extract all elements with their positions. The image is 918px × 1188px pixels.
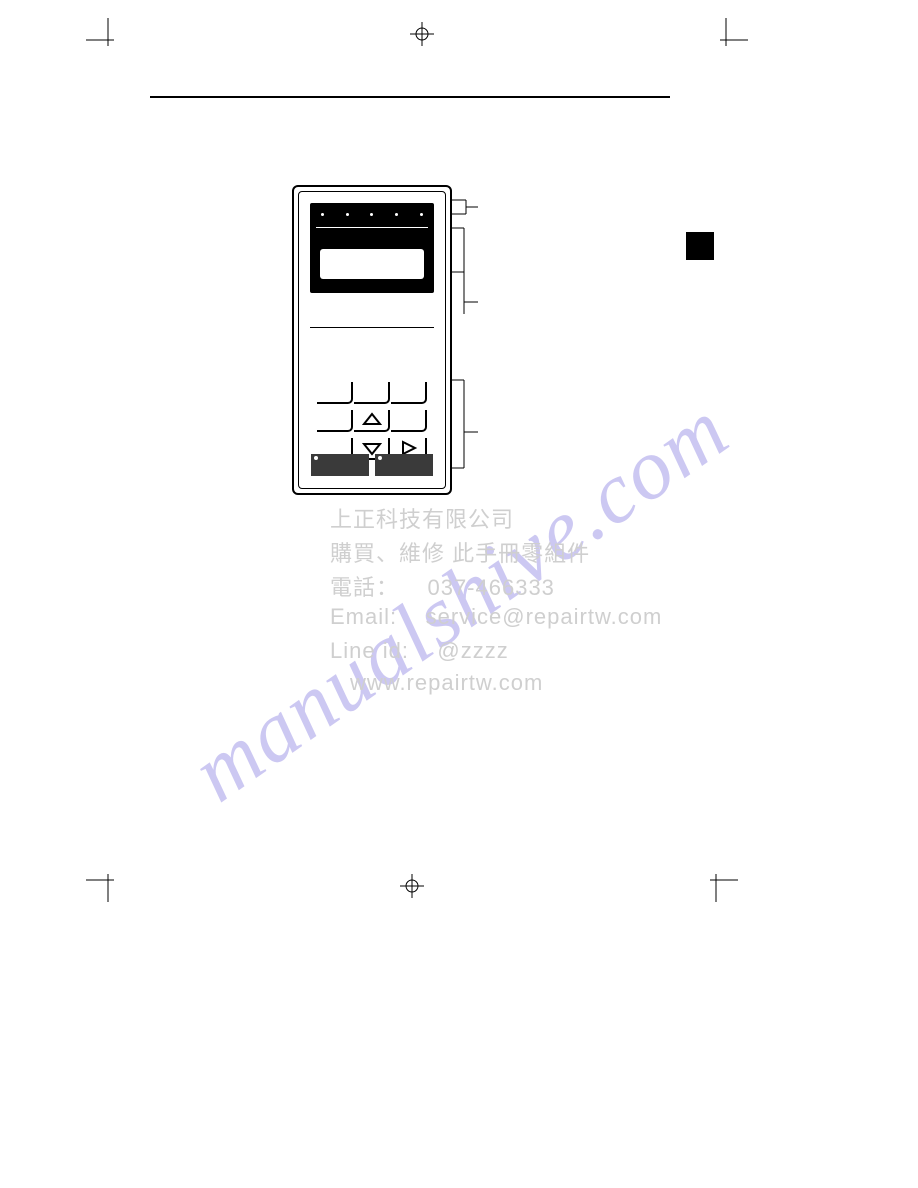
callout-leader-display	[452, 222, 480, 316]
contact-company: 上正科技有限公司	[330, 502, 514, 534]
contact-lineid-row: Line id: @zzzz	[330, 638, 509, 664]
device-mid-divider	[310, 327, 434, 328]
contact-phone-row: 電話： 037-466333	[330, 570, 555, 602]
keypad-arrow-up	[354, 410, 390, 432]
crop-mark-top-left	[86, 18, 122, 54]
device-bottom-button	[375, 454, 433, 476]
led-indicator	[346, 213, 349, 216]
led-indicator	[370, 213, 373, 216]
led-indicator	[420, 213, 423, 216]
section-marker-square	[686, 232, 714, 260]
registration-mark-top	[410, 22, 434, 46]
crop-mark-bottom-right	[702, 866, 738, 902]
page: manualshive.com 上正科技有限公司 購買、維修 此手冊零組件 電話…	[0, 0, 918, 1188]
device-inner-frame	[298, 191, 446, 489]
device-bottom-button	[311, 454, 369, 476]
contact-email-label: Email:	[330, 604, 397, 629]
panel-divider-line	[316, 227, 428, 228]
contact-email-value: service@repairtw.com	[426, 604, 663, 629]
contact-phone-label: 電話：	[330, 575, 399, 600]
device-bottom-buttons	[311, 454, 433, 476]
header-rule	[150, 96, 670, 98]
led-indicator	[395, 213, 398, 216]
device-lcd-screen	[320, 249, 424, 279]
device-display-panel	[310, 203, 434, 293]
keypad-button	[317, 410, 353, 432]
keypad-button	[354, 382, 390, 404]
led-indicator	[321, 213, 324, 216]
device-diagram	[292, 185, 452, 495]
keypad-button	[317, 382, 353, 404]
contact-website: www.repairtw.com	[350, 670, 543, 696]
contact-lineid-value: @zzzz	[437, 638, 508, 663]
contact-lineid-label: Line id:	[330, 638, 409, 663]
registration-mark-bottom	[400, 874, 424, 898]
crop-mark-bottom-left	[86, 866, 122, 902]
callout-leader-leds	[452, 196, 480, 220]
contact-phone-value: 037-466333	[427, 575, 554, 600]
crop-mark-top-right	[712, 18, 748, 54]
keypad-button	[391, 382, 427, 404]
callout-leader-keypad	[452, 376, 480, 476]
keypad-button	[391, 410, 427, 432]
contact-tagline: 購買、維修 此手冊零組件	[330, 536, 590, 568]
device-led-row	[310, 213, 434, 216]
contact-email-row: Email: service@repairtw.com	[330, 604, 662, 630]
